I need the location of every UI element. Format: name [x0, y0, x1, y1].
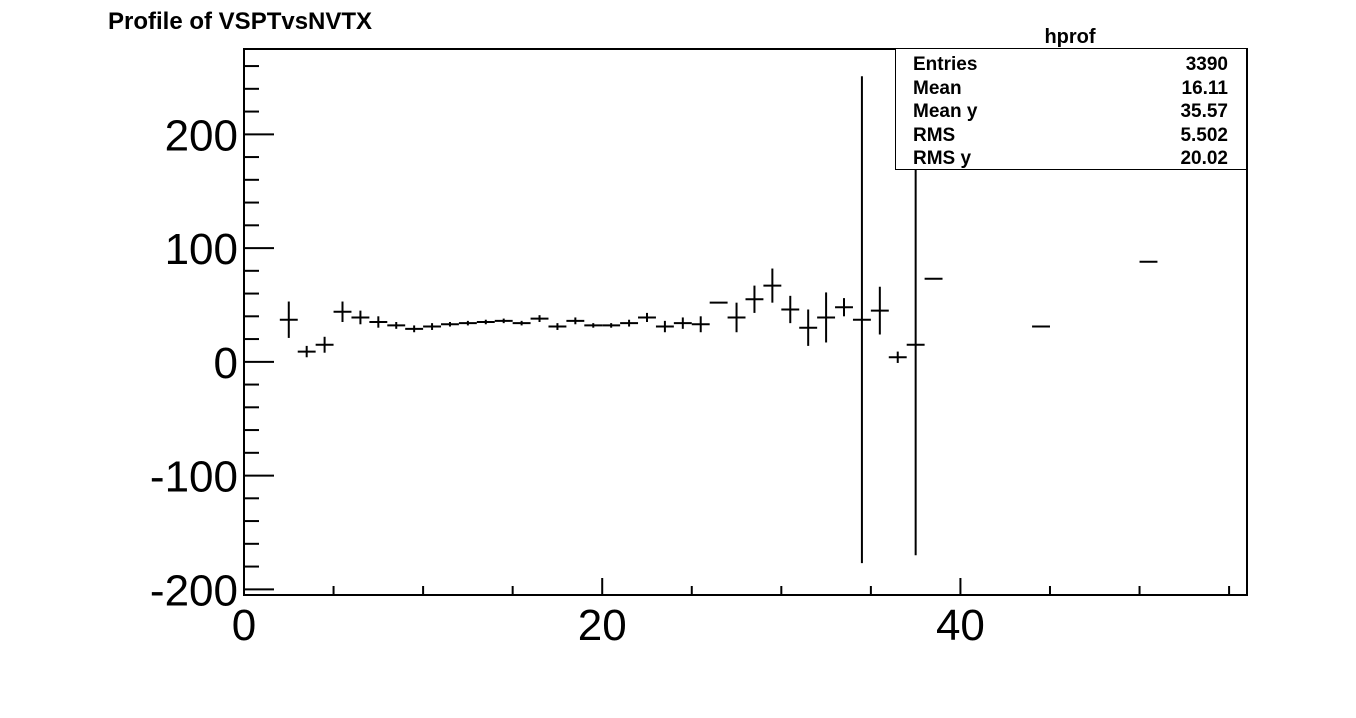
y-tick-label: 200 [165, 111, 238, 160]
data-point [781, 295, 800, 324]
data-point [548, 323, 567, 330]
data-point [458, 320, 477, 326]
data-point [602, 323, 621, 328]
data-point [691, 316, 710, 333]
data-point [673, 317, 692, 329]
stat-row-entries: Entries 3390 [913, 54, 1228, 78]
stat-row-rms-y: RMS y 20.02 [913, 148, 1228, 172]
x-tick-label: 40 [936, 601, 985, 650]
data-point [530, 315, 549, 322]
stats-title: hprof [1044, 26, 1096, 48]
data-point [387, 322, 406, 329]
y-tick-label: -200 [150, 566, 238, 615]
data-point [584, 323, 603, 328]
data-point [315, 336, 334, 353]
stats-box: Entries 3390 Mean 16.11 Mean y 35.57 RMS… [895, 48, 1247, 170]
data-point [638, 312, 656, 322]
data-point [512, 320, 531, 326]
data-points [279, 76, 1158, 564]
data-point [476, 319, 495, 325]
axes: -200 -100 0 100 200 0 20 40 [150, 65, 1231, 650]
stat-label: Mean [913, 78, 962, 99]
data-point [799, 309, 818, 346]
y-tick-label: 0 [214, 339, 238, 388]
data-point [333, 301, 352, 322]
data-point [745, 285, 764, 313]
data-point [297, 345, 316, 358]
data-point [351, 310, 370, 325]
data-point [494, 318, 513, 324]
plot-frame [243, 48, 1248, 596]
stat-label: RMS [913, 125, 956, 146]
x-tick-label: 20 [578, 601, 627, 650]
data-point [870, 286, 889, 335]
data-point [727, 302, 746, 333]
data-point [888, 351, 907, 363]
stat-value: 16.11 [1181, 78, 1229, 99]
data-point [620, 319, 639, 327]
data-point [566, 317, 585, 325]
data-point [441, 322, 459, 327]
data-point [835, 298, 853, 317]
data-point [763, 268, 782, 303]
data-point [405, 325, 424, 333]
stat-value: 3390 [1185, 54, 1228, 75]
data-point [423, 323, 442, 330]
stat-label: RMS y [913, 148, 972, 169]
stat-row-mean-y: Mean y 35.57 [913, 101, 1228, 125]
stat-value: 35.57 [1180, 101, 1228, 122]
y-tick-label: 100 [165, 225, 238, 274]
x-tick-label: 0 [232, 601, 256, 650]
stat-label: Entries [913, 54, 978, 75]
stat-value: 5.502 [1180, 125, 1228, 146]
stat-value: 20.02 [1180, 148, 1228, 169]
stat-label: Mean y [913, 101, 978, 122]
stat-row-mean: Mean 16.11 [913, 78, 1228, 102]
data-point [852, 76, 871, 564]
stat-row-rms: RMS 5.502 [913, 125, 1228, 149]
chart-title: Profile of VSPTvsNVTX [108, 8, 373, 35]
data-point [655, 320, 674, 333]
data-point [817, 292, 836, 343]
data-point [906, 134, 925, 556]
data-point [279, 301, 298, 338]
y-tick-label: -100 [150, 453, 238, 502]
data-point [369, 316, 388, 328]
